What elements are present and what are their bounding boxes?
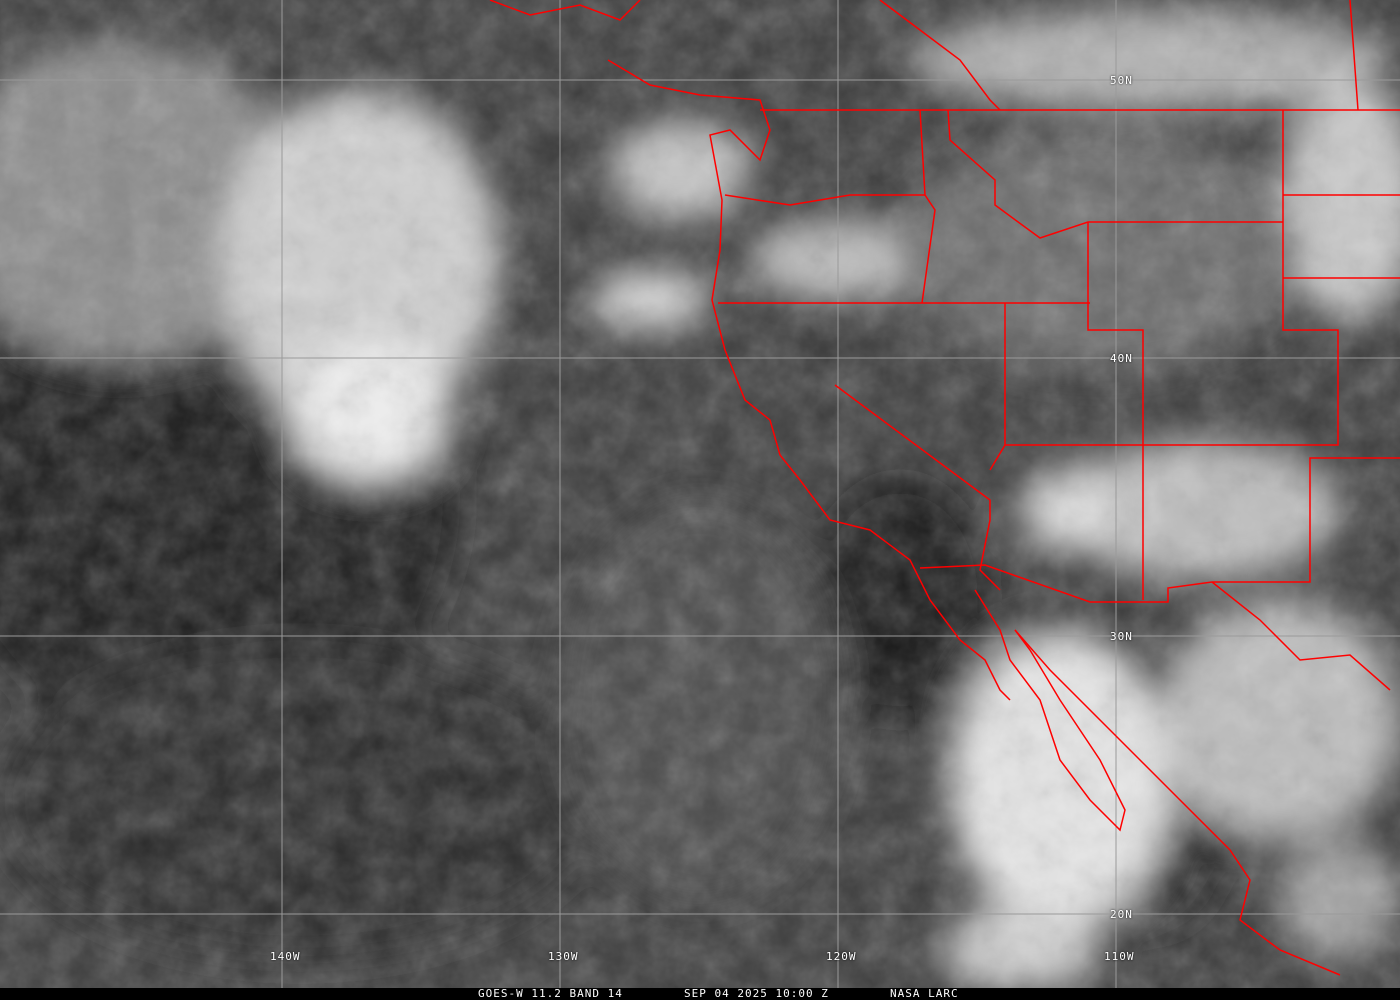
lon-label-110w: 110W xyxy=(1104,950,1135,963)
mexico-coast xyxy=(1014,629,1341,976)
canada-coast xyxy=(489,0,641,21)
az-border xyxy=(1005,110,1339,446)
credit: NASA LARC xyxy=(890,987,959,1000)
lat-label-30n: 30N xyxy=(1110,630,1133,643)
wa-or-border xyxy=(724,194,925,206)
lat-label-40n: 40N xyxy=(1110,352,1133,365)
id-border xyxy=(919,109,936,304)
us-mexico-border xyxy=(919,457,1400,603)
satellite-band: GOES-W 11.2 BAND 14 xyxy=(478,987,623,1000)
lat-label-20n: 20N xyxy=(1110,908,1133,921)
ca-nv-border xyxy=(834,384,1001,591)
border-east xyxy=(1211,581,1391,691)
bc-rockies xyxy=(879,0,1001,111)
lon-label-130w: 130W xyxy=(548,950,579,963)
timestamp: SEP 04 2025 10:00 Z xyxy=(684,987,829,1000)
ut-border xyxy=(1087,222,1144,600)
canada-border-east xyxy=(1349,0,1359,111)
political-boundaries xyxy=(489,0,1400,976)
baja-coast xyxy=(974,589,1126,832)
coastline xyxy=(607,59,1011,701)
image-caption-bar: GOES-W 11.2 BAND 14 SEP 04 2025 10:00 Z … xyxy=(0,988,1400,1000)
mt-wy xyxy=(947,109,1283,239)
lon-label-120w: 120W xyxy=(826,950,857,963)
lon-label-140w: 140W xyxy=(270,950,301,963)
lat-label-50n: 50N xyxy=(1110,74,1133,87)
